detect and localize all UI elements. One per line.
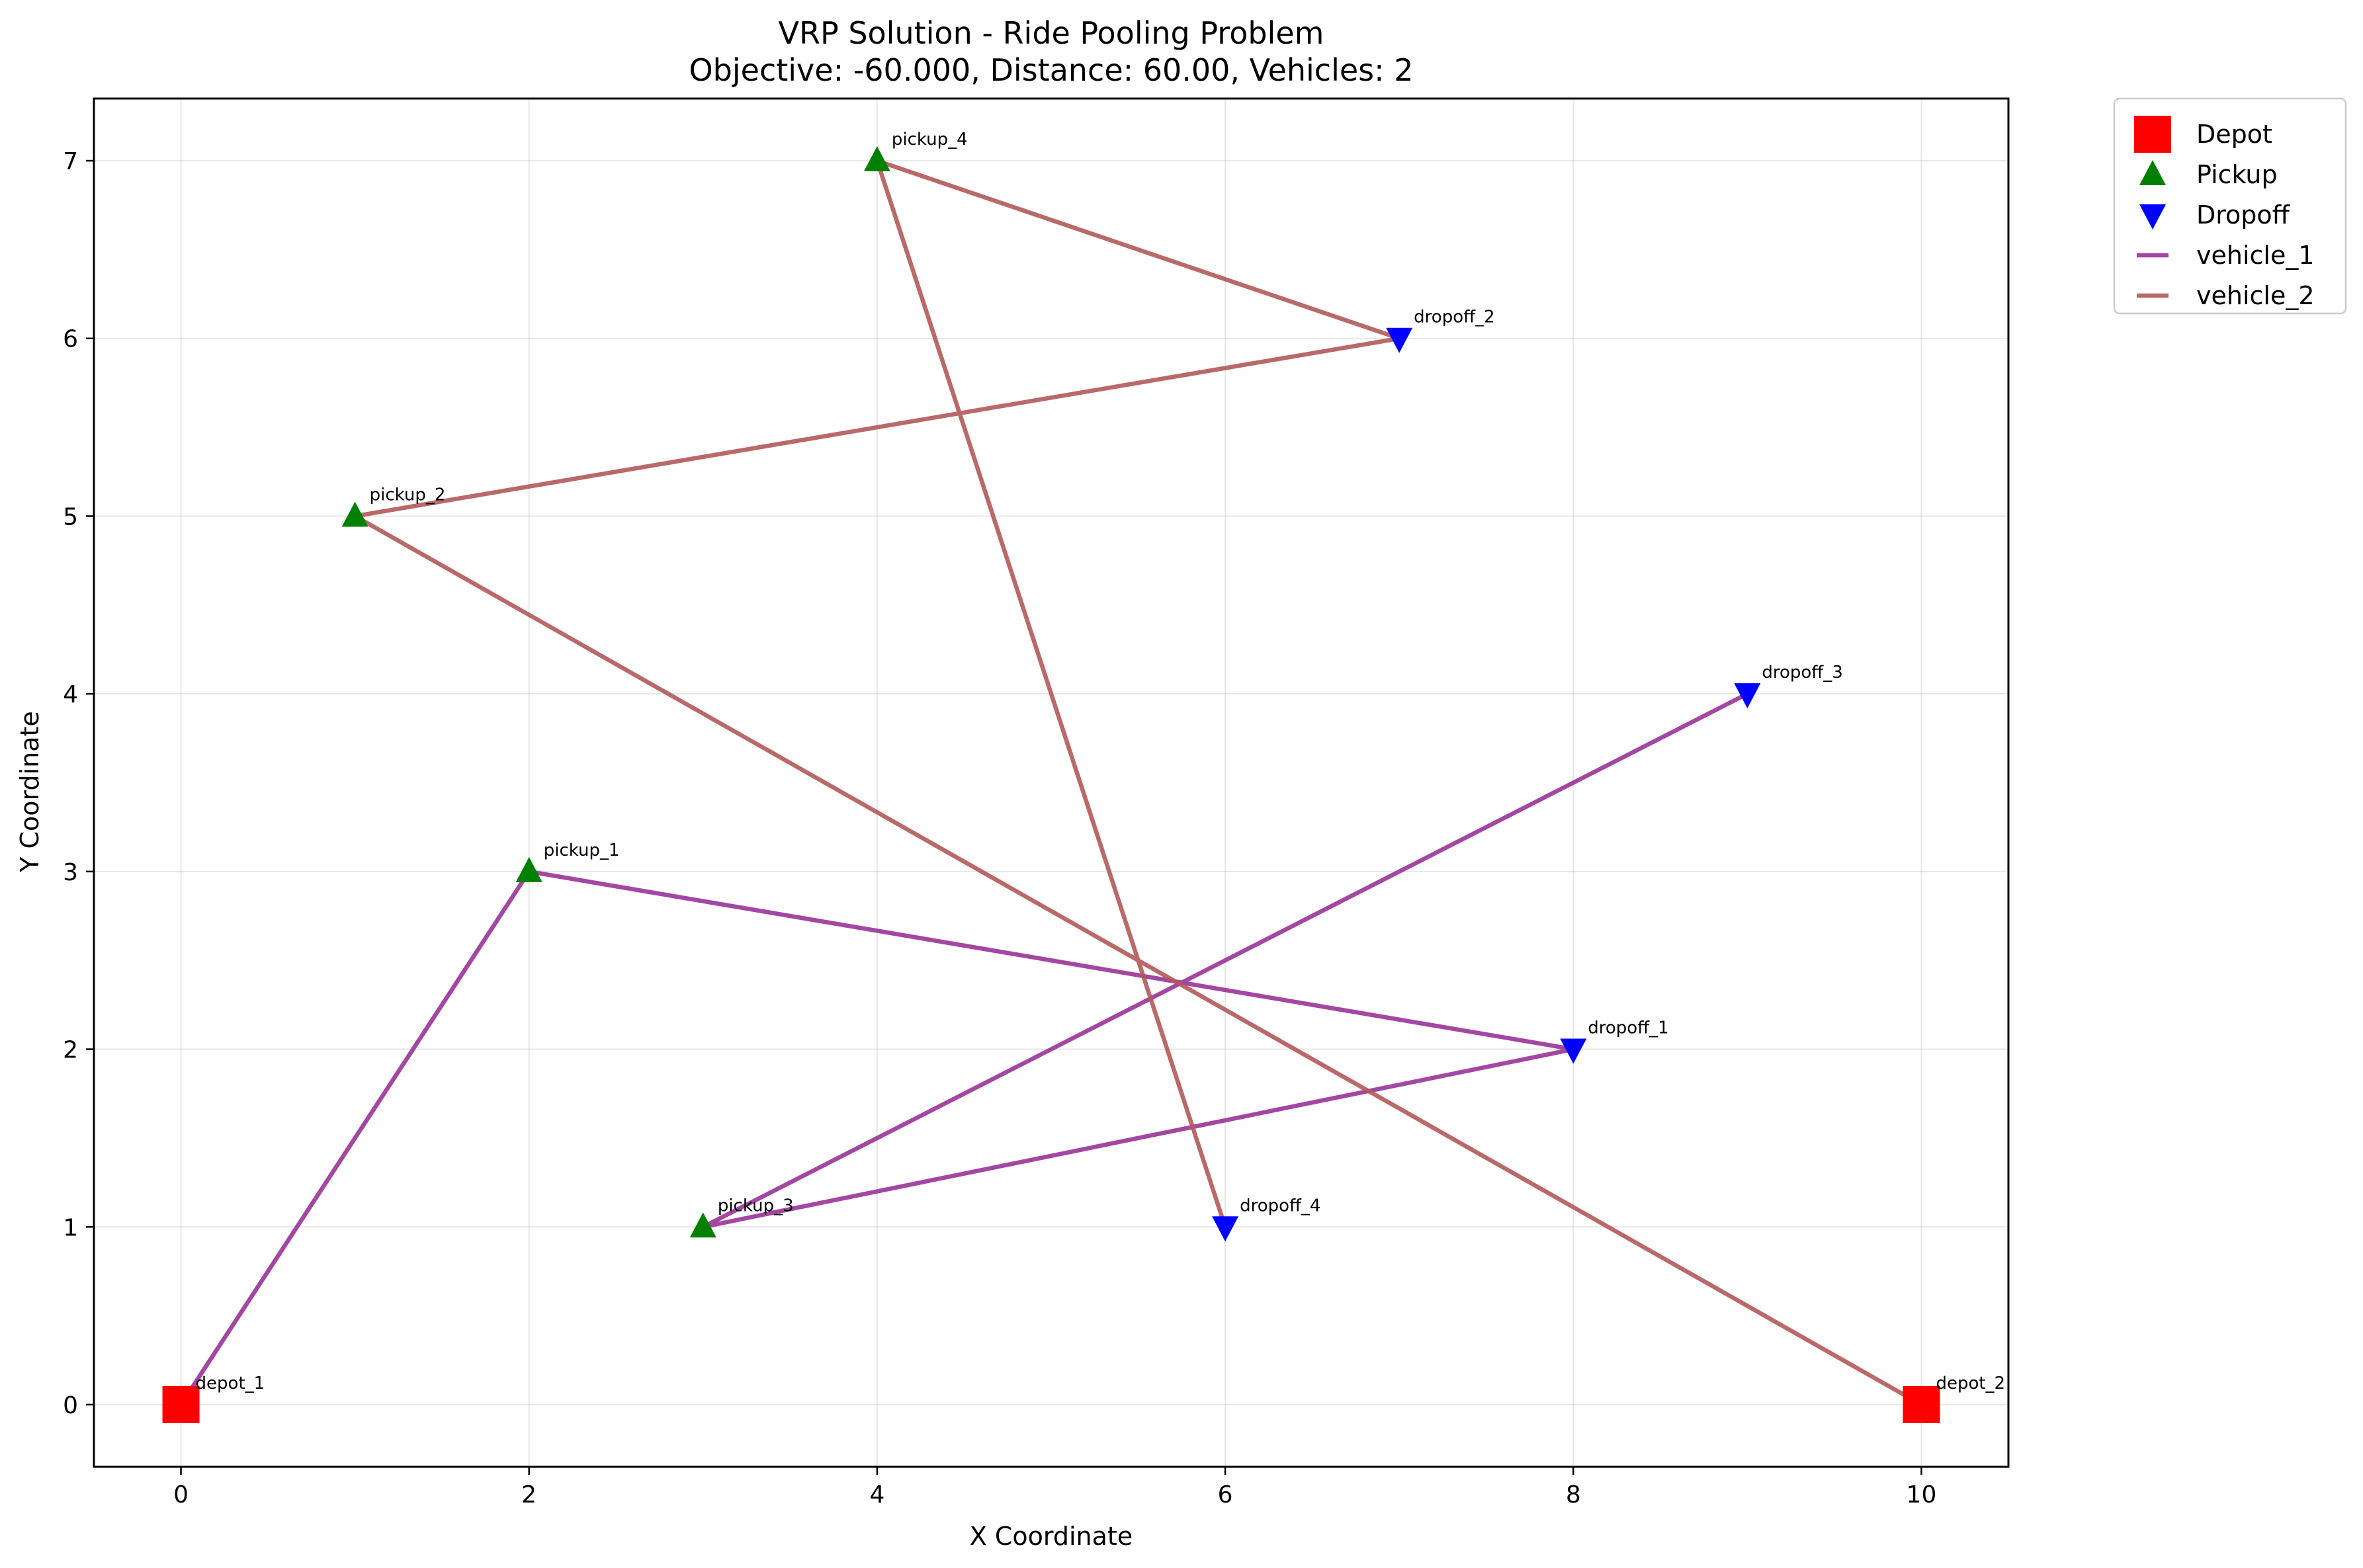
y-tick-label: 5	[63, 503, 78, 530]
point-label: pickup_1	[544, 841, 620, 860]
depot-marker	[1903, 1385, 1940, 1423]
x-tick-label: 2	[521, 1481, 537, 1508]
dropoff-marker	[1386, 327, 1413, 353]
plot-frame	[93, 97, 2010, 1468]
y-tick-label: 3	[63, 859, 78, 886]
markers	[162, 146, 1940, 1423]
legend-entry-label: Dropoff	[2196, 200, 2290, 229]
x-tick-label: 10	[1907, 1481, 1937, 1508]
y-tick-label: 2	[63, 1037, 78, 1064]
legend-marker	[2139, 160, 2166, 185]
point-label: dropoff_3	[1762, 663, 1842, 682]
y-tick-label: 0	[63, 1392, 78, 1419]
pickup-marker	[863, 146, 890, 172]
x-tick-label: 4	[869, 1481, 884, 1508]
y-tick-label: 7	[63, 148, 78, 175]
point-label: dropoff_2	[1414, 308, 1494, 327]
pickup-marker	[341, 501, 368, 527]
point-label: pickup_3	[718, 1196, 794, 1216]
y-tick-label: 6	[63, 326, 78, 353]
pickup-marker	[689, 1212, 716, 1238]
dropoff-marker	[1212, 1216, 1239, 1242]
x-tick-label: 0	[173, 1481, 189, 1508]
legend-entry-label: vehicle_1	[2196, 241, 2315, 270]
y-tick-label: 1	[63, 1214, 78, 1241]
x-tick-label: 8	[1566, 1481, 1581, 1508]
legend-entry-label: Depot	[2196, 120, 2272, 149]
legend-entry-label: Pickup	[2196, 160, 2278, 189]
pickup-marker	[515, 856, 542, 882]
legend-box	[2113, 97, 2347, 315]
chart-subtitle: Objective: -60.000, Distance: 60.00, Veh…	[689, 52, 1413, 88]
legend-marker	[2134, 116, 2171, 153]
y-axis-label: Y Coordinate	[15, 711, 44, 873]
depot-marker	[162, 1385, 200, 1423]
legend-marker	[2139, 204, 2166, 229]
ticks: 0 2 4 6 8 10 0 1 2 3 4 5 6 7	[63, 148, 1936, 1508]
dropoff-marker	[1734, 683, 1761, 709]
legend-entry-label: vehicle_2	[2196, 281, 2315, 310]
x-tick-label: 6	[1218, 1481, 1233, 1508]
point-label: dropoff_1	[1588, 1018, 1668, 1038]
dropoff-marker	[1560, 1038, 1587, 1064]
point-label: dropoff_4	[1240, 1196, 1320, 1216]
x-axis-label: X Coordinate	[970, 1522, 1133, 1551]
point-label: depot_1	[196, 1374, 265, 1393]
point-labels: depot_1 depot_2 pickup_1 pickup_2 pickup_3 pi…	[196, 130, 2006, 1393]
chart-title: VRP Solution - Ride Pooling Problem	[779, 15, 1324, 51]
y-tick-label: 4	[63, 681, 78, 708]
point-label: pickup_2	[370, 485, 446, 505]
point-label: pickup_4	[892, 130, 968, 149]
legend: Depot Pickup Dropoff vehicle_1 vehicle_2	[2113, 97, 2347, 315]
point-label: depot_2	[1936, 1374, 2005, 1393]
